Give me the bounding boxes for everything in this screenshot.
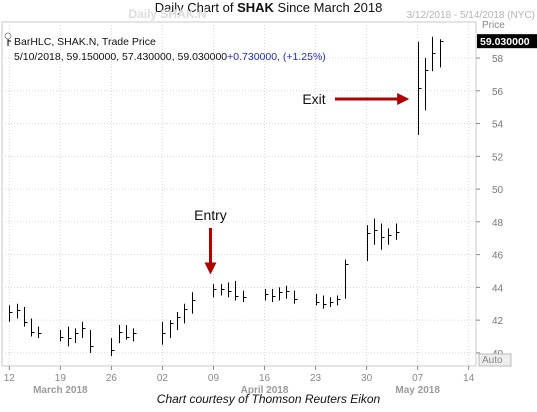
legend xyxy=(4,32,12,46)
price-bar xyxy=(425,58,429,111)
price-bar xyxy=(279,287,283,301)
price-bar xyxy=(367,225,371,262)
auto-scale-label: Auto xyxy=(482,355,503,366)
x-tick-label: 30 xyxy=(361,373,373,384)
y-tick-label: 44 xyxy=(492,283,504,294)
price-bar xyxy=(31,318,35,337)
price-bar xyxy=(396,223,400,240)
x-tick-label: 02 xyxy=(157,373,169,384)
y-tick-label: 50 xyxy=(492,185,504,196)
price-bar xyxy=(243,290,247,303)
x-tick-label: 26 xyxy=(106,373,118,384)
price-bar xyxy=(221,284,225,296)
price-bar xyxy=(75,328,79,344)
price-bar xyxy=(272,289,276,303)
x-tick-label: 23 xyxy=(310,373,322,384)
price-bar xyxy=(330,297,334,308)
y-tick-label: 58 xyxy=(492,54,504,65)
price-bar xyxy=(440,39,444,68)
y-tick-label: 54 xyxy=(492,120,504,131)
y-tick-label: 42 xyxy=(492,316,504,327)
price-axis-title: Price xyxy=(482,20,505,31)
price-bar xyxy=(316,293,320,306)
price-bar xyxy=(170,320,174,339)
legend-icon-dot xyxy=(4,32,12,40)
plot-area xyxy=(1,21,477,367)
x-tick-label: 14 xyxy=(463,373,475,384)
legend-line-1: BarHLC, SHAK.N, Trade Price xyxy=(14,36,156,48)
price-bar xyxy=(177,311,181,330)
price-bar xyxy=(418,41,422,136)
x-month-label: March 2018 xyxy=(33,385,88,396)
x-tick-label: 16 xyxy=(259,373,271,384)
price-bar xyxy=(17,303,21,319)
last-price-box xyxy=(477,34,537,49)
price-bar xyxy=(294,290,298,304)
price-bar xyxy=(184,303,188,324)
price-bar xyxy=(381,223,385,250)
price-bar xyxy=(265,289,269,301)
price-bar xyxy=(432,36,436,72)
y-tick-label: 46 xyxy=(492,251,504,262)
price-bar xyxy=(82,321,86,339)
entry-label: Entry xyxy=(194,207,227,223)
price-bar xyxy=(337,295,341,306)
price-bar xyxy=(213,284,217,298)
date-range-label: 3/12/2018 - 5/14/2018 (NYC) xyxy=(407,10,535,21)
x-month-label: May 2018 xyxy=(395,385,440,396)
price-bar xyxy=(111,338,115,357)
price-bar xyxy=(119,325,123,344)
price-bar xyxy=(235,280,239,301)
price-bar xyxy=(90,329,94,353)
last-price-label: 59.030000 xyxy=(480,36,530,48)
price-bar xyxy=(9,305,13,322)
price-bar xyxy=(60,329,64,342)
price-bar xyxy=(345,259,349,299)
title-suffix: Since March 2018 xyxy=(273,0,383,15)
price-bar xyxy=(24,307,28,327)
price-bar xyxy=(133,328,137,342)
price-bar xyxy=(286,285,290,299)
title-prefix: Daily Chart of xyxy=(154,0,238,15)
watermark: Daily SHAK.N xyxy=(128,7,206,21)
y-tick-label: 48 xyxy=(492,218,504,229)
x-month-label: April 2018 xyxy=(241,385,289,396)
price-bar xyxy=(323,295,327,309)
price-bar xyxy=(68,326,72,347)
chart-title: Daily Chart of SHAK Since March 2018 xyxy=(0,0,537,16)
price-bar xyxy=(388,228,392,245)
x-tick-label: 09 xyxy=(208,373,220,384)
price-bar xyxy=(192,292,196,314)
x-tick-label: 07 xyxy=(412,373,424,384)
legend-change: +0.730000, (+1.25%) xyxy=(227,51,326,63)
price-bar xyxy=(126,325,130,340)
price-bar xyxy=(162,321,166,345)
chart-credit: Chart courtesy of Thomson Reuters Eikon xyxy=(156,392,381,406)
title-ticker: SHAK xyxy=(237,0,274,15)
exit-label: Exit xyxy=(302,91,325,107)
auto-scale-box xyxy=(478,353,512,367)
legend-line-2: 5/10/2018, 59.150000, 57.430000, 59.0300… xyxy=(14,51,326,63)
legend-bar-icon xyxy=(4,32,12,46)
price-bar xyxy=(374,218,378,245)
price-bar xyxy=(228,282,232,298)
y-tick-label: 52 xyxy=(492,152,504,163)
x-tick-label: 19 xyxy=(55,373,67,384)
x-tick-label: 12 xyxy=(4,373,16,384)
y-tick-label: 56 xyxy=(492,87,504,98)
price-bar xyxy=(38,326,42,339)
